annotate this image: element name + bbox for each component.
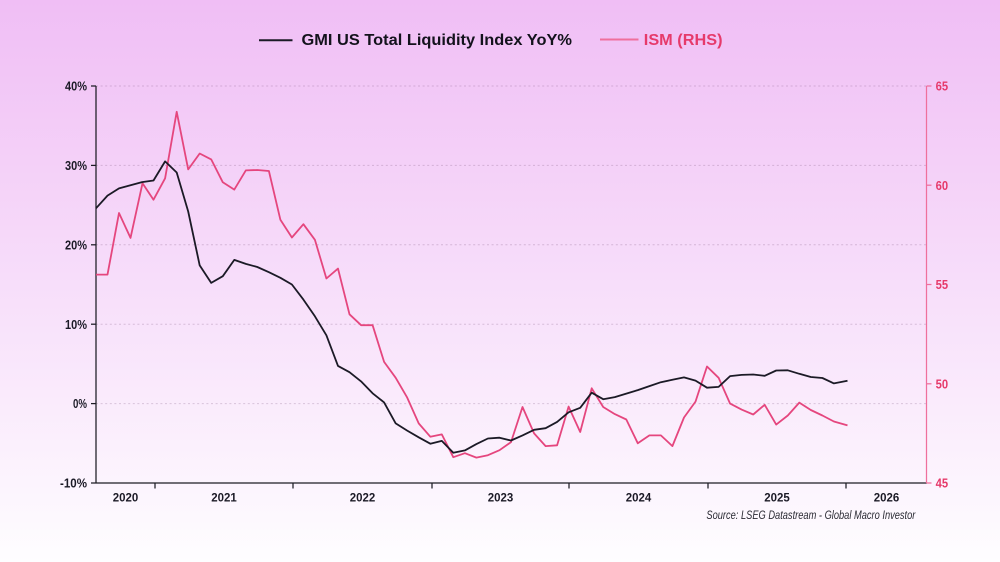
svg-text:50: 50: [936, 376, 949, 391]
svg-text:2024: 2024: [626, 491, 652, 505]
svg-text:0%: 0%: [73, 396, 87, 411]
svg-text:60: 60: [936, 178, 949, 193]
svg-text:2022: 2022: [350, 491, 376, 505]
svg-text:45: 45: [936, 476, 949, 491]
svg-text:2026: 2026: [874, 491, 900, 505]
svg-text:2020: 2020: [113, 491, 139, 505]
svg-text:2025: 2025: [764, 491, 790, 505]
svg-text:-10%: -10%: [60, 476, 87, 491]
svg-text:GMI US Total Liquidity Index Y: GMI US Total Liquidity Index YoY%: [302, 32, 573, 49]
svg-text:20%: 20%: [65, 237, 87, 252]
svg-text:10%: 10%: [65, 317, 87, 332]
svg-text:2023: 2023: [488, 491, 514, 505]
svg-text:Source: LSEG Datastream - Glob: Source: LSEG Datastream - Global Macro I…: [706, 510, 916, 522]
svg-text:65: 65: [936, 79, 949, 94]
svg-text:2021: 2021: [211, 491, 237, 505]
svg-text:55: 55: [936, 277, 949, 292]
svg-text:ISM (RHS): ISM (RHS): [644, 32, 723, 49]
svg-text:40%: 40%: [65, 79, 87, 94]
svg-text:30%: 30%: [65, 158, 87, 173]
